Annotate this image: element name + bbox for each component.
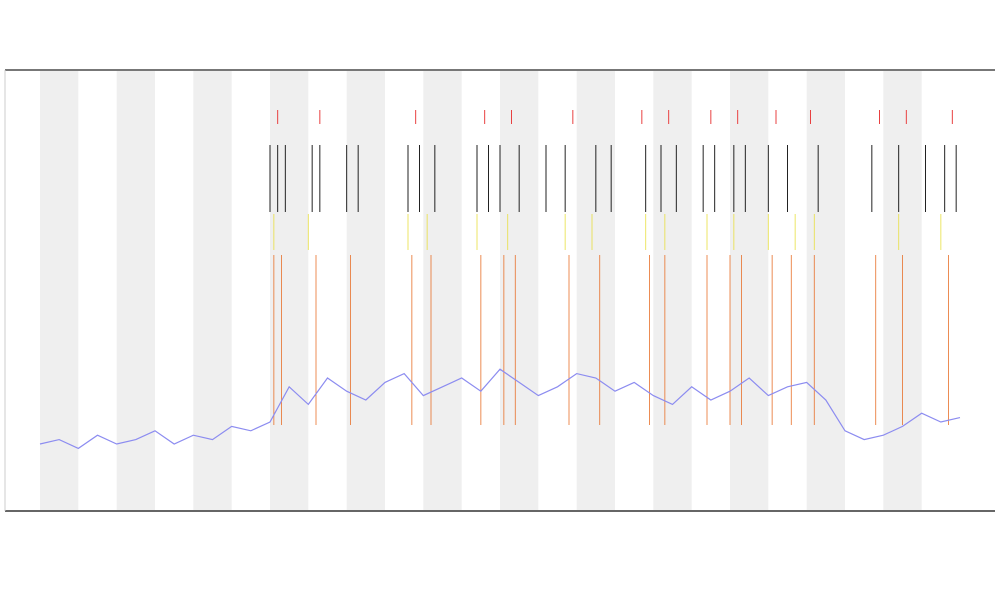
day-band xyxy=(576,70,615,510)
day-band xyxy=(423,70,462,510)
day-band xyxy=(730,70,769,510)
day-band xyxy=(346,70,385,510)
day-band xyxy=(806,70,845,510)
day-band xyxy=(653,70,692,510)
activity-line xyxy=(39,368,961,450)
day-band xyxy=(270,70,309,510)
day-band xyxy=(193,70,232,510)
day-band xyxy=(500,70,539,510)
day-band xyxy=(40,70,79,510)
day-band xyxy=(116,70,155,510)
